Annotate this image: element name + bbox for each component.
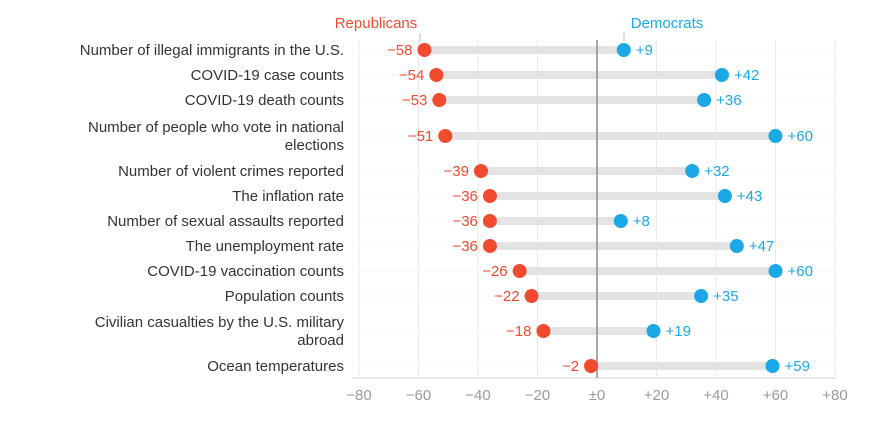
range-bar: [489, 192, 725, 200]
democrat-dot: [613, 214, 628, 228]
democrat-dot: [646, 324, 661, 338]
democrat-value-label: +60: [788, 128, 813, 145]
republican-dot: [482, 189, 497, 203]
legend-republicans: Republicans: [335, 15, 418, 32]
republican-dot: [473, 164, 488, 178]
category-label: Number of people who vote in national: [88, 119, 344, 136]
republican-value-label: −39: [444, 163, 469, 180]
x-tick-label: −80: [346, 387, 371, 404]
republican-dot: [417, 43, 432, 57]
republican-dot: [482, 214, 497, 228]
democrat-value-label: +19: [666, 323, 691, 340]
democrat-value-label: +60: [788, 263, 813, 280]
republican-value-label: −18: [506, 323, 531, 340]
range-bar: [519, 267, 776, 275]
x-tick-label: −60: [406, 387, 431, 404]
range-bar: [543, 327, 654, 335]
democrat-value-label: +32: [704, 163, 729, 180]
x-tick-label: ±0: [589, 387, 606, 404]
republican-value-label: −36: [452, 213, 477, 230]
republican-dot: [438, 129, 453, 143]
range-bar: [489, 217, 621, 225]
range-bar: [591, 362, 773, 370]
democrat-dot: [697, 93, 712, 107]
democrat-value-label: +8: [633, 213, 650, 230]
democrat-dot: [717, 189, 732, 203]
range-bar: [489, 242, 737, 250]
republican-dot: [512, 264, 527, 278]
republican-value-label: −26: [482, 263, 507, 280]
category-label: elections: [285, 137, 344, 154]
democrat-dot: [765, 359, 780, 373]
category-label: abroad: [297, 332, 344, 349]
republican-value-label: −54: [399, 67, 424, 84]
democrat-value-label: +35: [713, 288, 738, 305]
democrat-dot: [694, 289, 709, 303]
republican-dot: [429, 68, 444, 82]
republican-dot: [524, 289, 539, 303]
x-tick-label: −20: [525, 387, 550, 404]
range-bar: [531, 292, 702, 300]
democrat-dot: [768, 129, 783, 143]
democrat-value-label: +36: [716, 92, 741, 109]
republican-dot: [536, 324, 551, 338]
republican-value-label: −22: [494, 288, 519, 305]
democrat-dot: [768, 264, 783, 278]
republican-value-label: −36: [452, 238, 477, 255]
republican-value-label: −36: [452, 188, 477, 205]
democrat-value-label: +47: [749, 238, 774, 255]
category-label: Number of violent crimes reported: [118, 163, 344, 180]
republican-value-label: −51: [408, 128, 433, 145]
category-label: Number of sexual assaults reported: [107, 213, 344, 230]
democrat-value-label: +42: [734, 67, 759, 84]
republican-value-label: −58: [387, 42, 412, 59]
democrat-value-label: +59: [785, 358, 810, 375]
democrat-dot: [714, 68, 729, 82]
category-label: COVID-19 case counts: [191, 67, 344, 84]
x-tick-label: +40: [703, 387, 728, 404]
legend-democrats: Democrats: [631, 15, 704, 32]
range-bar: [480, 167, 693, 175]
x-tick-label: +60: [763, 387, 788, 404]
range-bar: [439, 96, 705, 104]
democrat-dot: [685, 164, 700, 178]
x-tick-label: +20: [644, 387, 669, 404]
x-tick-label: −40: [465, 387, 490, 404]
category-label: Ocean temperatures: [207, 358, 344, 375]
republican-value-label: −53: [402, 92, 427, 109]
x-tick-label: +80: [822, 387, 847, 404]
category-label: COVID-19 death counts: [185, 92, 344, 109]
category-label: COVID-19 vaccination counts: [147, 263, 344, 280]
category-label: The unemployment rate: [186, 238, 344, 255]
democrat-value-label: +43: [737, 188, 762, 205]
range-bar: [436, 71, 722, 79]
republican-dot: [482, 239, 497, 253]
range-bar: [424, 46, 624, 54]
category-label: Population counts: [225, 288, 344, 305]
democrat-value-label: +9: [636, 42, 653, 59]
range-bar: [445, 132, 776, 140]
republican-dot: [584, 359, 599, 373]
category-label: The inflation rate: [232, 188, 344, 205]
democrat-dot: [729, 239, 744, 253]
republican-dot: [432, 93, 447, 107]
democrat-dot: [616, 43, 631, 57]
category-label: Number of illegal immigrants in the U.S.: [80, 42, 344, 59]
category-label: Civilian casualties by the U.S. military: [95, 314, 345, 331]
republican-value-label: −2: [562, 358, 579, 375]
